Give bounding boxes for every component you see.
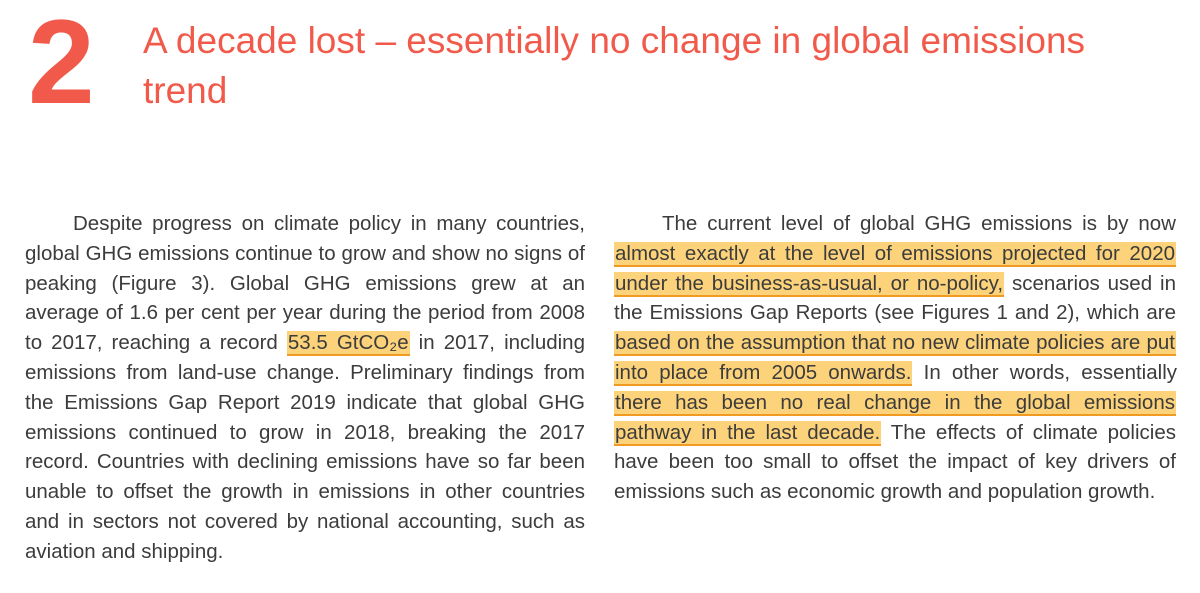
right-text-part-4: The effects of climate policies have bee…: [614, 420, 1176, 504]
section-title: A decade lost – essentially no change in…: [143, 20, 1086, 111]
left-text-part-2: in 2017, including emissions from land-u…: [25, 331, 585, 563]
right-column-paragraph: The current level of global GHG emission…: [614, 209, 1177, 507]
left-column-paragraph: Despite progress on climate policy in ma…: [25, 209, 585, 567]
section-number: 2: [28, 0, 95, 129]
left-text-part-1: Despite progress on climate policy in ma…: [25, 212, 585, 355]
right-text-part-3: In other words, essentially: [912, 360, 1177, 384]
right-text-part-1: The current level of global GHG emission…: [662, 212, 1176, 235]
highlight-emissions-value: 53.5 GtCO₂e: [286, 331, 410, 357]
right-text-part-2: scenarios used in the Emissions Gap Repo…: [614, 271, 1177, 325]
